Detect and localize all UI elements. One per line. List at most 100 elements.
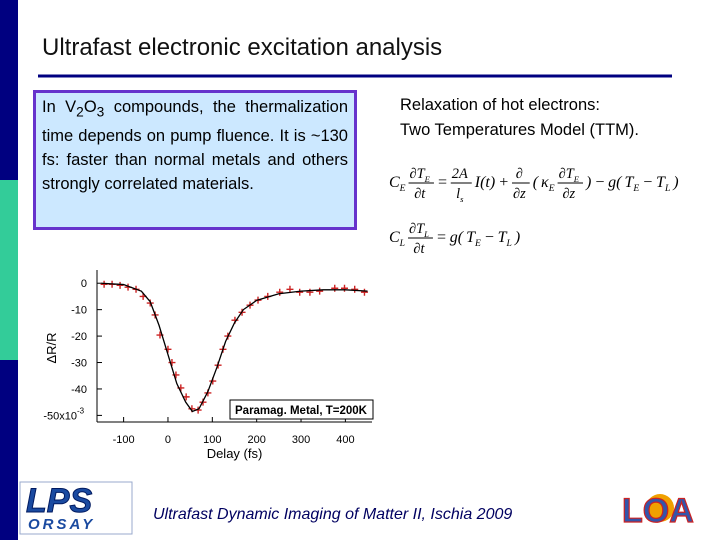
equation-symbol: ∂T [410,166,426,182]
equation-symbol: − [594,174,605,191]
data-point [341,284,348,292]
fraction-denominator: ∂t [413,241,425,257]
equation-token: = [437,174,448,191]
equation-symbol: ∂ [516,166,523,182]
equation-symbol: T [498,229,508,246]
fraction-numerator: ∂T E [559,166,580,184]
x-tick-label: 0 [165,434,171,446]
equation-symbol: ∂z [562,186,575,202]
equation: C E∂T E∂t= 2Al sI(t) + ∂∂z(κ E∂T E∂z) − g(T E − T L) [389,166,679,204]
equation-token: 2A [452,166,468,182]
loa-logo-circle [646,494,674,522]
equation-token: I(t) [474,174,495,191]
side-strip-top [0,0,18,180]
data-point [351,285,359,293]
equation-token: − [484,229,495,246]
equation: C L∂T L∂t= g(T E − T L) [389,221,520,257]
equation-subscript: L [423,229,429,239]
fraction-numerator: ∂ [516,166,523,182]
equation-token: g( [450,229,465,246]
text-line: Two Temperatures Model (TTM). [400,121,640,139]
equation-token: ∂t [414,186,426,202]
fit-line [101,282,368,413]
equation-token: ) [672,174,678,191]
y-axis-label: ΔR/R [44,332,59,363]
subscript: 3 [96,104,105,120]
chart: 0 -10 -20 -30 -40 -50x10 -3 -100 0 100 200 300 400 De… [43,270,374,461]
data-point [331,284,339,292]
annotation: Paramag. Metal, T=200K [235,405,368,417]
equation-token: ) [514,229,520,246]
equation-subscript: E [632,183,639,194]
x-tick-label: -100 [113,434,135,446]
side-strip-bottom [0,360,18,540]
y-tick-label: 0 [81,278,87,290]
text-box: In V2O3 compounds, the thermalization ti… [33,90,357,230]
equation-token: ( [533,174,540,191]
data-point [286,285,294,293]
side-strip-middle [0,180,18,360]
equation-token: − [642,174,653,191]
orsay-logo-text: ORSAY [28,516,95,533]
fraction-denominator: ∂z [513,186,526,202]
equation-token: g( [608,174,623,191]
equation-token: ∂T E ∂z [557,166,583,202]
y-tick-label: -50x10 [43,410,77,422]
text: In V [42,98,77,116]
text: compounds, the thermalization time depen… [42,98,348,194]
equation-symbol: g( [608,174,623,191]
text-line: Relaxation of hot electrons: [400,96,600,114]
equation-symbol: + [498,174,509,191]
equation-token: 2A l s [450,166,472,204]
equation-token: ∂T E [410,166,431,184]
data-point [316,287,324,295]
lps-logo-frame [19,481,133,535]
equation-subscript: E [548,183,555,194]
data-point [164,345,172,353]
x-tick-label: 200 [247,434,265,446]
subscript: 2 [76,104,84,120]
equation-symbol: ∂t [414,186,426,202]
equation-token: ∂ [516,166,523,182]
equation-subscript: L [399,238,405,249]
equation-token: ∂t [413,241,425,257]
equation-symbol: T [466,229,476,246]
equation-symbol: κ [541,174,549,191]
equation-token: ∂ ∂z [511,166,530,202]
fraction-numerator: 2A [452,166,468,182]
equation-subscript: s [460,194,464,204]
equation-symbol: 2A [452,166,468,182]
fraction-denominator: ∂t [414,186,426,202]
equation-symbol: g( [450,229,465,246]
equation-token: ∂T E [559,166,580,184]
footer: Ultrafast Dynamic Imaging of Matter II, … [153,506,513,523]
slide-title: Ultrafast electronic excitation analysis [42,34,443,61]
equation-token: ) [585,174,591,191]
equations: C E∂T E∂t= 2Al sI(t) + ∂∂z(κ E∂T E∂z) − g(T E − T L)C L… [389,166,679,257]
equation-symbol: T [624,174,634,191]
equation-symbol: ∂T [409,221,425,237]
equation-subscript: L [664,183,670,194]
data-point [306,288,314,296]
equation-token: = [436,229,447,246]
equation-symbol: ) [672,174,678,191]
equation-token: ∂T L [409,221,429,239]
equation-symbol: − [642,174,653,191]
fraction-numerator: ∂T L [409,221,429,239]
equation-symbol: ) [514,229,520,246]
text: O [83,98,97,116]
equation-symbol: = [436,229,447,246]
equation-symbol: ( [533,174,540,191]
equation-subscript: L [506,238,512,249]
annotation-box [229,399,374,420]
equation-subscript: E [424,174,431,184]
